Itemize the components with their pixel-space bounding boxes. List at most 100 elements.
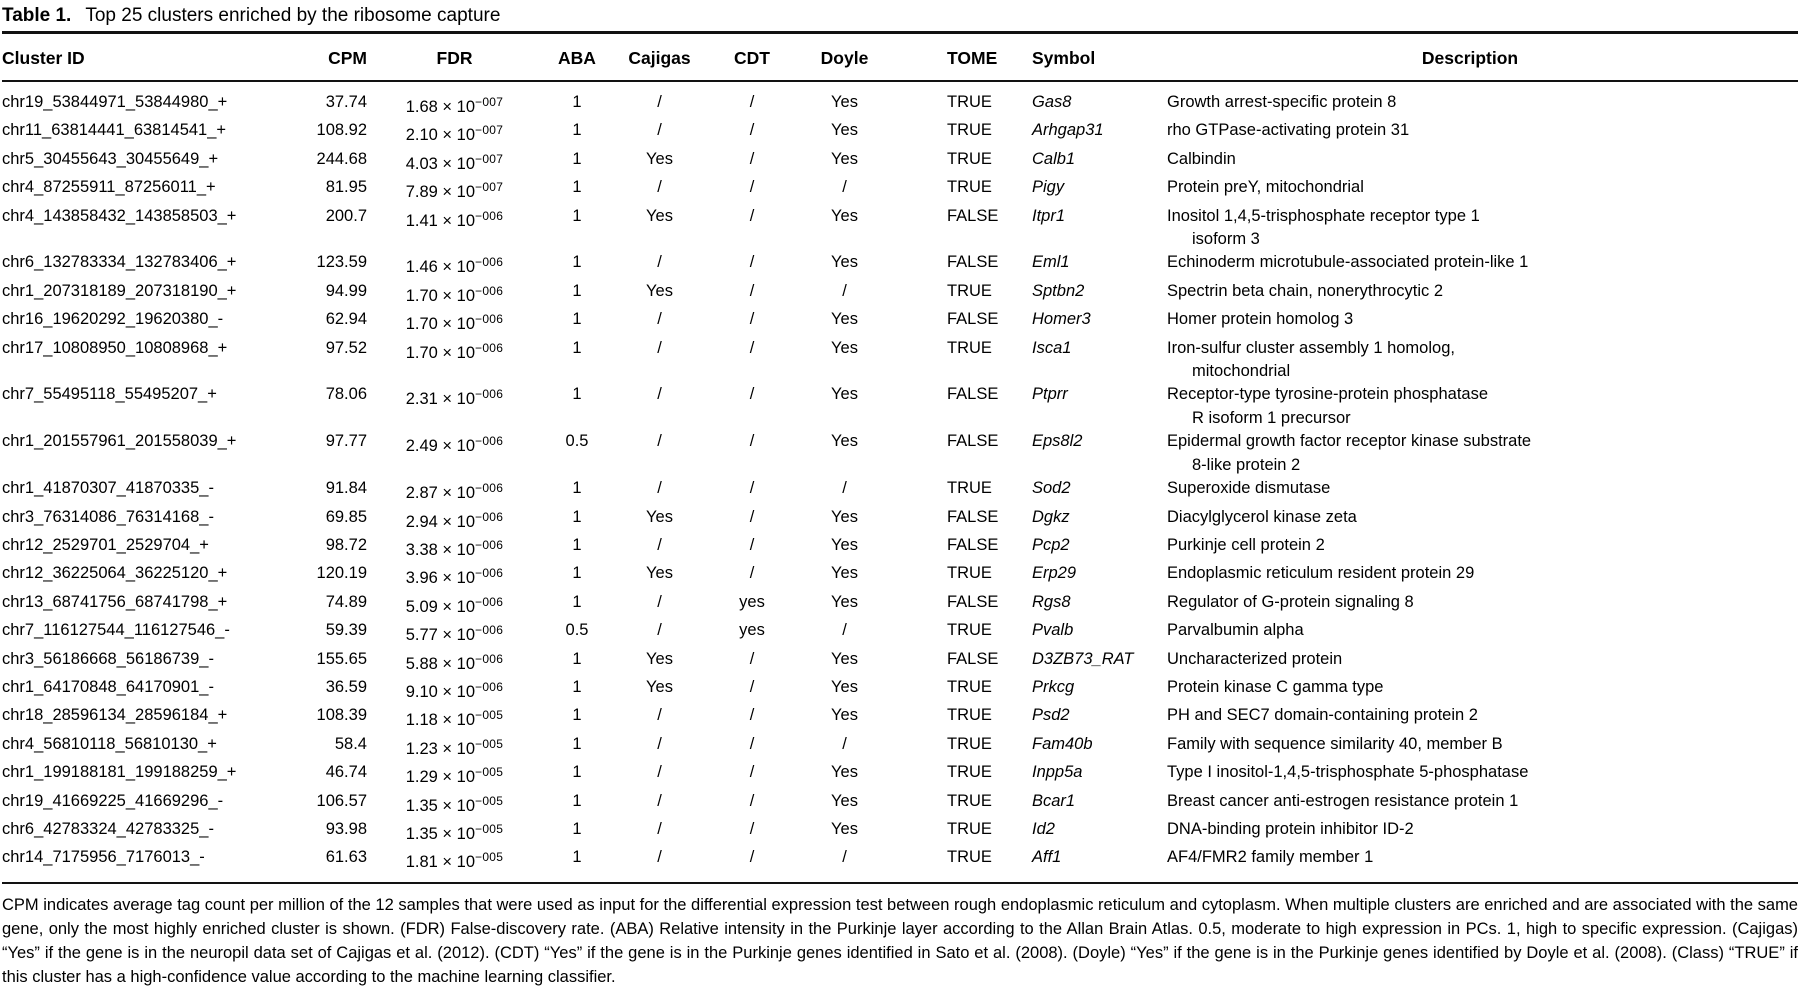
tome-cell: TRUE: [947, 149, 992, 168]
symbol-cell: Sod2: [1032, 479, 1071, 498]
header-fdr: FDR: [367, 34, 542, 82]
cajigas-cell: Yes: [646, 564, 673, 583]
cdt-cell: /: [749, 564, 755, 583]
cajigas-cell: /: [657, 338, 662, 357]
symbol-cell: Pigy: [1032, 178, 1065, 197]
tome-cell: TRUE: [947, 763, 992, 782]
fdr-exponent: −006: [475, 387, 504, 402]
doyle-cell: Yes: [831, 206, 858, 225]
fdr-cell: 1.68 × 10−007: [405, 95, 504, 116]
tome-cell: FALSE: [947, 649, 999, 668]
cpm-cell: 108.92: [316, 121, 367, 140]
fdr-exponent: −006: [475, 566, 504, 581]
header-cluster-id: Cluster ID: [2, 34, 302, 82]
cdt-cell: /: [749, 206, 755, 225]
cdt-cell: /: [749, 385, 755, 404]
description-cell: Purkinje cell protein 2: [1167, 535, 1325, 554]
tome-cell: FALSE: [947, 535, 999, 554]
cajigas-cell: Yes: [646, 149, 673, 168]
symbol-cell: D3ZB73_RAT: [1032, 649, 1134, 668]
cajigas-cell: /: [657, 93, 662, 111]
description-cell: Parvalbumin alpha: [1167, 621, 1304, 640]
fdr-exponent: −006: [475, 312, 504, 327]
cdt-cell: /: [749, 178, 755, 197]
cluster-id-cell: chr18_28596134_28596184_+: [2, 706, 228, 725]
table-row: chr1_201557961_201558039_+ 97.77 2.49 × 10…: [2, 430, 1798, 477]
cpm-cell: 81.95: [325, 178, 367, 197]
doyle-cell: Yes: [831, 432, 858, 451]
fdr-cell: 1.35 × 10−005: [405, 793, 504, 815]
aba-cell: 1: [572, 479, 582, 498]
aba-cell: 1: [572, 734, 582, 753]
fdr-cell: 1.70 × 10−006: [405, 340, 504, 362]
description-cell: Protein preY, mitochondrial: [1167, 178, 1364, 197]
symbol-cell: Eml1: [1032, 253, 1070, 272]
fdr-cell: 2.49 × 10−006: [405, 434, 504, 456]
description-cell: Homer protein homolog 3: [1167, 310, 1354, 329]
tome-cell: FALSE: [947, 310, 999, 329]
cajigas-cell: /: [657, 819, 662, 838]
description-cell: Family with sequence similarity 40, memb…: [1167, 734, 1503, 753]
table-row: chr4_87255911_87256011_+ 81.95 7.89 × 10−0…: [2, 176, 1798, 204]
cpm-cell: 106.57: [316, 791, 367, 810]
cpm-cell: 62.94: [325, 310, 367, 329]
symbol-cell: Aff1: [1032, 848, 1062, 867]
cdt-cell: /: [749, 338, 755, 357]
cdt-cell: /: [749, 149, 755, 168]
doyle-cell: Yes: [831, 706, 858, 725]
table-row: chr4_143858432_143858503_+ 200.7 1.41 × 10…: [2, 205, 1798, 252]
cdt-cell: /: [749, 253, 755, 272]
fdr-cell: 1.41 × 10−006: [405, 208, 504, 230]
doyle-cell: Yes: [831, 677, 858, 696]
cdt-cell: /: [749, 763, 755, 782]
doyle-cell: /: [842, 479, 847, 498]
aba-cell: 1: [572, 385, 582, 404]
symbol-cell: Pcp2: [1032, 535, 1070, 554]
table-row: chr3_56186668_56186739_- 155.65 5.88 × 10−…: [2, 648, 1798, 676]
cluster-id-cell: chr16_19620292_19620380_-: [2, 310, 224, 329]
doyle-cell: Yes: [831, 385, 858, 404]
cluster-id-cell: chr6_132783334_132783406_+: [2, 253, 237, 272]
description-cell: AF4/FMR2 family member 1: [1167, 848, 1374, 867]
table-row: chr6_132783334_132783406_+ 123.59 1.46 × 1…: [2, 251, 1798, 279]
fdr-cell: 3.38 × 10−006: [405, 537, 504, 559]
fdr-exponent: −006: [475, 255, 504, 270]
aba-cell: 1: [572, 281, 582, 300]
symbol-cell: Prkcg: [1032, 677, 1075, 696]
cajigas-cell: /: [657, 121, 662, 140]
table-row: chr1_199188181_199188259_+ 46.74 1.29 × 10…: [2, 761, 1798, 789]
symbol-cell: Calb1: [1032, 149, 1076, 168]
doyle-cell: Yes: [831, 253, 858, 272]
fdr-exponent: −006: [475, 594, 504, 609]
cpm-cell: 91.84: [325, 479, 367, 498]
cluster-id-cell: chr11_63814441_63814541_+: [2, 121, 227, 140]
table-row: chr12_2529701_2529704_+ 98.72 3.38 × 10−00…: [2, 534, 1798, 562]
doyle-cell: Yes: [831, 93, 858, 111]
fdr-cell: 5.09 × 10−006: [405, 594, 504, 616]
symbol-cell: Gas8: [1032, 93, 1072, 111]
description-cell: Receptor-type tyrosine-protein phosphata…: [1167, 385, 1489, 427]
symbol-cell: Ptprr: [1032, 385, 1068, 404]
cluster-id-cell: chr1_201557961_201558039_+: [2, 432, 237, 451]
fdr-exponent: −007: [475, 180, 504, 195]
doyle-cell: Yes: [831, 310, 858, 329]
tome-cell: TRUE: [947, 734, 992, 753]
cpm-cell: 46.74: [325, 763, 367, 782]
symbol-cell: Rgs8: [1032, 592, 1071, 611]
table-row: chr7_55495118_55495207_+ 78.06 2.31 × 10−0…: [2, 383, 1798, 430]
paper-table-page: Table 1. Top 25 clusters enriched by the …: [2, 5, 1798, 986]
header-doyle: Doyle: [797, 34, 892, 82]
cpm-cell: 244.68: [316, 149, 367, 168]
cajigas-cell: /: [657, 706, 662, 725]
doyle-cell: /: [842, 848, 847, 867]
cajigas-cell: /: [657, 253, 662, 272]
fdr-cell: 1.18 × 10−005: [405, 708, 504, 730]
fdr-cell: 2.87 × 10−006: [405, 481, 504, 503]
cdt-cell: /: [749, 791, 755, 810]
symbol-cell: Bcar1: [1032, 791, 1076, 810]
cajigas-cell: /: [657, 763, 662, 782]
aba-cell: 1: [572, 206, 582, 225]
fdr-exponent: −005: [475, 736, 504, 751]
aba-cell: 1: [572, 535, 582, 554]
description-cell: Echinoderm microtubule-associated protei…: [1167, 253, 1529, 272]
